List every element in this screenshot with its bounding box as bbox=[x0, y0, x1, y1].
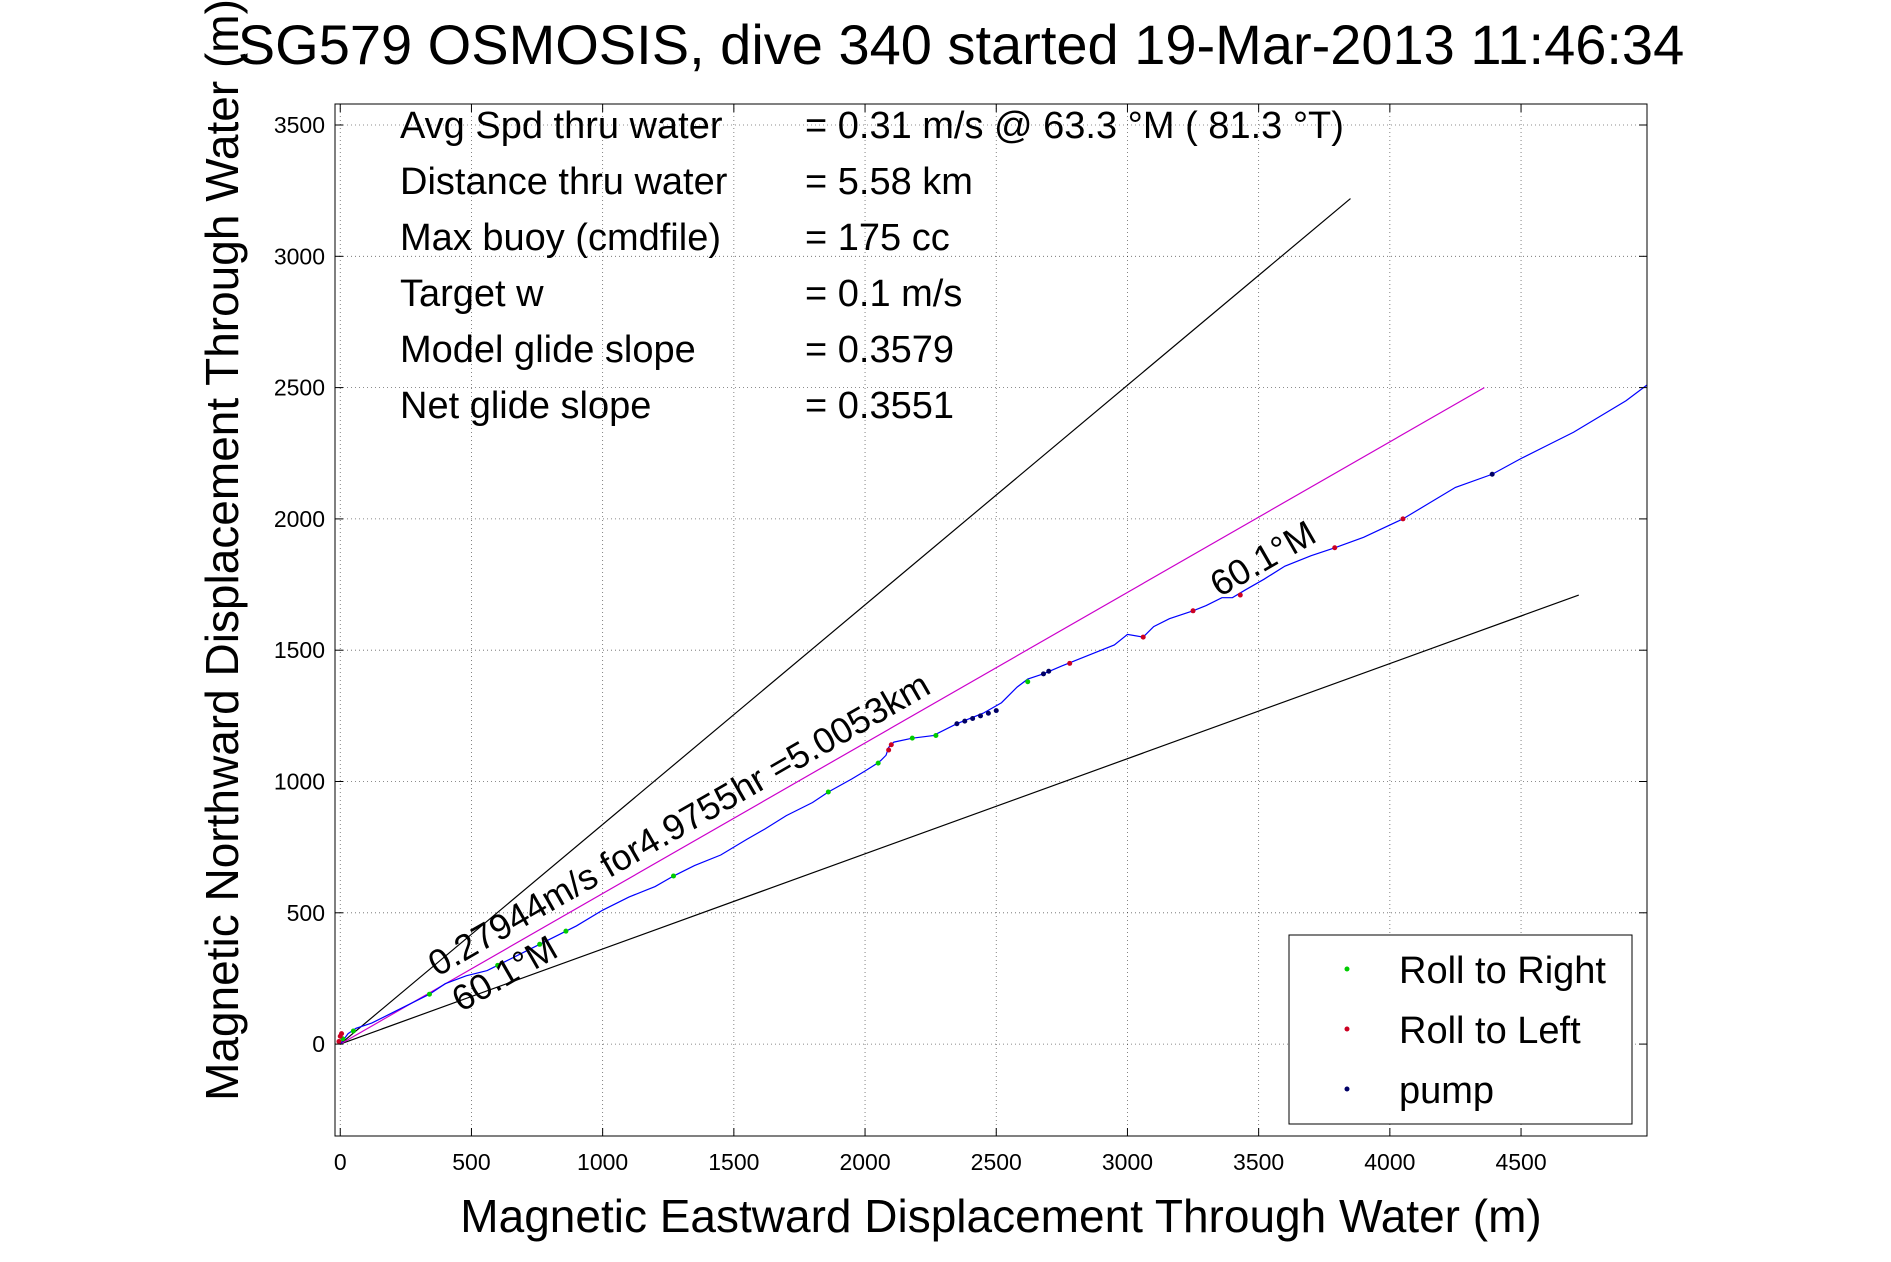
point-roll-to-left bbox=[336, 1038, 342, 1044]
point-roll-to-right bbox=[875, 760, 881, 766]
legend-label: Roll to Right bbox=[1399, 950, 1606, 992]
info-value: = 0.3551 bbox=[805, 385, 954, 427]
y-tick-label: 2500 bbox=[274, 375, 325, 401]
info-label: Target w bbox=[400, 273, 544, 315]
x-tick-label: 1000 bbox=[577, 1149, 628, 1175]
x-axis-label: Magnetic Eastward Displacement Through W… bbox=[460, 1190, 1541, 1242]
legend-marker bbox=[1344, 1086, 1350, 1092]
y-tick-label: 1500 bbox=[274, 637, 325, 663]
x-tick-label: 1500 bbox=[708, 1149, 759, 1175]
point-pump bbox=[1040, 671, 1046, 677]
point-roll-to-left bbox=[1237, 592, 1243, 598]
point-roll-to-left bbox=[1190, 608, 1196, 614]
point-roll-to-right bbox=[1025, 679, 1031, 685]
info-value: = 5.58 km bbox=[805, 161, 973, 203]
point-pump bbox=[1046, 668, 1052, 674]
point-pump bbox=[993, 708, 999, 714]
x-tick-label: 3000 bbox=[1102, 1149, 1153, 1175]
info-value: = 0.3579 bbox=[805, 329, 954, 371]
point-pump bbox=[962, 718, 968, 724]
point-pump bbox=[954, 721, 960, 727]
y-tick-label: 2000 bbox=[274, 506, 325, 532]
y-tick-label: 500 bbox=[287, 900, 325, 926]
reference-line bbox=[339, 387, 1485, 1045]
point-pump bbox=[985, 710, 991, 716]
x-tick-label: 2000 bbox=[839, 1149, 890, 1175]
plot-frame bbox=[334, 103, 1648, 1137]
y-tick-label: 1000 bbox=[274, 768, 325, 794]
x-tick-label: 3500 bbox=[1233, 1149, 1284, 1175]
info-value: = 0.1 m/s bbox=[805, 273, 962, 315]
point-roll-to-left bbox=[886, 747, 892, 753]
point-roll-to-right bbox=[909, 735, 915, 741]
legend-label: pump bbox=[1399, 1070, 1494, 1112]
y-axis-label: Magnetic Northward Displacement Through … bbox=[196, 0, 248, 1101]
info-label: Avg Spd thru water bbox=[400, 105, 723, 147]
reference-line bbox=[339, 198, 1351, 1045]
point-roll-to-right bbox=[495, 962, 501, 968]
point-roll-to-right bbox=[563, 928, 569, 934]
point-pump bbox=[978, 713, 984, 719]
point-roll-to-left bbox=[1332, 545, 1338, 551]
info-label: Max buoy (cmdfile) bbox=[400, 217, 721, 259]
point-pump bbox=[1489, 471, 1495, 477]
info-value: = 175 cc bbox=[805, 217, 950, 259]
point-pump bbox=[970, 715, 976, 721]
point-roll-to-left bbox=[1400, 516, 1406, 522]
info-label: Distance thru water bbox=[400, 161, 728, 203]
x-tick-label: 0 bbox=[334, 1149, 347, 1175]
x-tick-label: 2500 bbox=[971, 1149, 1022, 1175]
point-roll-to-right bbox=[350, 1028, 356, 1034]
point-roll-to-left bbox=[888, 742, 894, 748]
x-tick-label: 500 bbox=[452, 1149, 490, 1175]
x-tick-label: 4500 bbox=[1495, 1149, 1546, 1175]
point-roll-to-right bbox=[537, 941, 543, 947]
point-roll-to-left bbox=[1140, 634, 1146, 640]
info-value: = 0.31 m/s @ 63.3 °M ( 81.3 °T) bbox=[805, 105, 1344, 147]
point-roll-to-right bbox=[933, 733, 939, 739]
point-roll-to-right bbox=[426, 991, 432, 997]
y-tick-label: 3000 bbox=[274, 243, 325, 269]
legend-label: Roll to Left bbox=[1399, 1010, 1581, 1052]
point-roll-to-right bbox=[670, 873, 676, 879]
legend-marker bbox=[1344, 1026, 1350, 1032]
chart-title: SG579 OSMOSIS, dive 340 started 19-Mar-2… bbox=[238, 13, 1684, 76]
reference-line bbox=[340, 594, 1579, 1045]
y-tick-label: 3500 bbox=[274, 112, 325, 138]
y-tick-label: 0 bbox=[312, 1031, 325, 1057]
point-roll-to-left bbox=[339, 1031, 345, 1037]
point-roll-to-left bbox=[1067, 660, 1073, 666]
x-tick-label: 4000 bbox=[1364, 1149, 1415, 1175]
info-label: Net glide slope bbox=[400, 385, 651, 427]
info-label: Model glide slope bbox=[400, 329, 696, 371]
legend-marker bbox=[1344, 966, 1350, 972]
point-roll-to-right bbox=[825, 789, 831, 795]
track-line bbox=[339, 384, 1648, 1045]
